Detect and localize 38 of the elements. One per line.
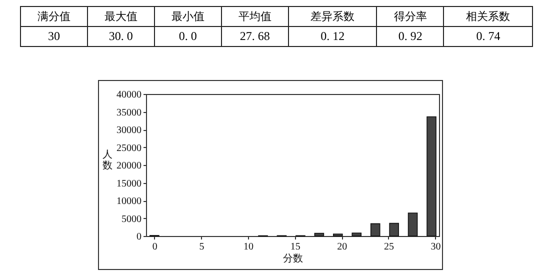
y-tick-label: 25000 (116, 142, 142, 154)
text: 0. 12 (320, 29, 345, 43)
x-tick-label: 5 (199, 242, 204, 252)
bar (426, 116, 436, 236)
category-label: 最小值 (154, 6, 222, 26)
x-tick-label: 10 (244, 242, 254, 252)
y-tick-label: 40000 (116, 90, 142, 100)
category-label: 最大值 (87, 6, 154, 26)
x-tick-label: 30 (430, 242, 441, 252)
y-tick-label: 35000 (116, 107, 142, 118)
y-tick-label: 10000 (116, 196, 142, 207)
text: 30. 0 (108, 29, 133, 43)
x-tick-label: 15 (290, 242, 300, 252)
y-tick-label: 15000 (116, 178, 142, 190)
x-tick-label: 25 (384, 242, 394, 252)
x-tick-label: 0 (152, 242, 158, 252)
text: 0. 74 (476, 29, 500, 43)
y-axis-title: 人数 (102, 150, 112, 172)
category-label: 平均值 (221, 6, 288, 26)
text: 0. 92 (398, 29, 422, 43)
bar (408, 212, 418, 236)
text: 30 (48, 29, 60, 43)
y-tick-label: 0 (136, 232, 142, 242)
bar (352, 232, 362, 236)
category-label: 得分率 (376, 6, 444, 26)
y-tick-label: 5000 (122, 214, 142, 225)
category-label: 满分值 (20, 6, 88, 26)
text: 27. 68 (240, 29, 270, 43)
y-tick-label: 20000 (116, 160, 142, 172)
y-tick-label: 30000 (116, 125, 142, 136)
bar (389, 222, 399, 236)
bar (314, 232, 324, 236)
x-axis-title: 分数 (283, 252, 303, 264)
x-tick-label: 20 (337, 242, 348, 252)
category-label: 相关系数 (444, 6, 532, 26)
category-label: 差异系数 (288, 6, 377, 26)
text: 0. 0 (178, 29, 197, 43)
bar (370, 223, 380, 236)
